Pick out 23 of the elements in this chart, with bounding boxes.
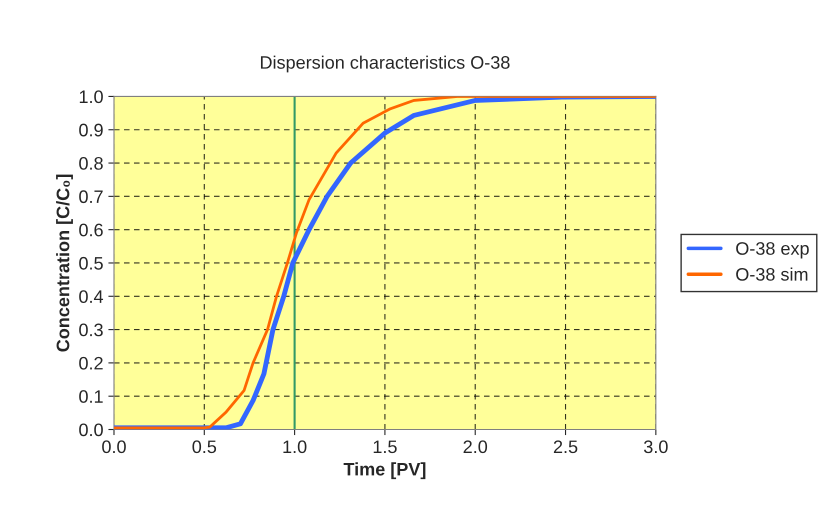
y-tick-label: 0.8 <box>79 156 103 170</box>
y-tick-label: 0.7 <box>79 190 103 204</box>
legend-label: O-38 exp <box>736 242 809 258</box>
y-axis-title: Concentration [C/C₀] <box>56 174 73 352</box>
y-tick-label: 0.1 <box>79 390 103 403</box>
x-tick-label: 2.0 <box>464 440 488 454</box>
legend-label: O-38 sim <box>736 267 808 281</box>
y-tick-label: 0.2 <box>79 356 103 370</box>
x-tick-label: 3.0 <box>644 440 668 454</box>
y-tick-label: 1.0 <box>80 90 103 104</box>
chart-title: Dispersion characteristics O-38 <box>260 56 510 72</box>
x-tick-label: 0.5 <box>192 440 216 454</box>
x-tick-label: 0.0 <box>102 440 126 454</box>
x-tick-label: 2.5 <box>554 440 578 454</box>
y-tick-label: 0.5 <box>79 256 103 270</box>
x-tick-label: 1.0 <box>283 440 306 454</box>
x-tick-label: 1.5 <box>374 440 397 454</box>
y-tick-label: 0.4 <box>79 290 104 303</box>
y-tick-label: 0.3 <box>79 324 103 336</box>
x-axis-title: Time [PV] <box>344 462 426 480</box>
y-tick-label: 0.9 <box>79 124 103 136</box>
y-tick-label: 0.6 <box>79 224 103 236</box>
y-tick-label: 0.0 <box>79 423 103 436</box>
